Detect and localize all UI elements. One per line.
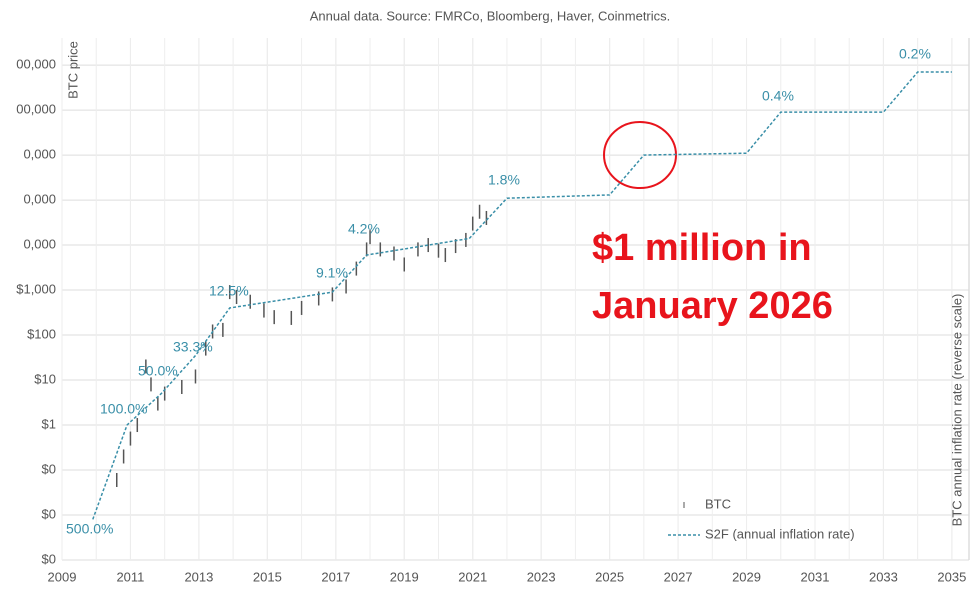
legend-label: BTC xyxy=(705,496,731,511)
x-tick-label: 2015 xyxy=(253,569,282,584)
y-tick-label: $1,000 xyxy=(16,281,56,296)
y-tick-label: 0,000 xyxy=(23,236,56,251)
x-tick-label: 2025 xyxy=(595,569,624,584)
y-tick-label: 00,000 xyxy=(16,57,56,72)
y-axis-label: BTC price xyxy=(65,41,80,99)
x-tick-label: 2013 xyxy=(184,569,213,584)
inflation-label: 1.8% xyxy=(488,172,520,188)
x-tick-label: 2029 xyxy=(732,569,761,584)
y-tick-label: $10 xyxy=(34,371,56,386)
inflation-label: 50.0% xyxy=(138,363,178,379)
x-tick-label: 2033 xyxy=(869,569,898,584)
chart-title: Annual data. Source: FMRCo, Bloomberg, H… xyxy=(310,8,671,23)
x-tick-label: 2009 xyxy=(48,569,77,584)
inflation-label: 500.0% xyxy=(66,521,113,537)
x-tick-label: 2019 xyxy=(390,569,419,584)
y-tick-label: $0 xyxy=(42,551,56,566)
y-tick-label: 0,000 xyxy=(23,192,56,207)
y2-axis-label: BTC annual inflation rate (reverse scale… xyxy=(949,294,964,527)
inflation-label: 0.4% xyxy=(762,88,794,104)
x-tick-label: 2027 xyxy=(664,569,693,584)
y-tick-label: $1 xyxy=(42,416,56,431)
x-tick-label: 2023 xyxy=(527,569,556,584)
callout-line: $1 million in xyxy=(592,227,812,269)
inflation-label: 0.2% xyxy=(899,46,931,62)
y-tick-label: $100 xyxy=(27,326,56,341)
y-tick-label: $0 xyxy=(42,461,56,476)
x-tick-label: 2035 xyxy=(937,569,966,584)
legend-label: S2F (annual inflation rate) xyxy=(705,526,855,541)
x-tick-label: 2011 xyxy=(116,569,144,584)
x-tick-label: 2017 xyxy=(321,569,350,584)
y-tick-label: 00,000 xyxy=(16,102,56,117)
x-tick-label: 2021 xyxy=(458,569,487,584)
callout-line: January 2026 xyxy=(592,285,833,327)
s2f-line xyxy=(92,71,952,520)
inflation-label: 9.1% xyxy=(316,265,348,281)
inflation-label: 100.0% xyxy=(100,401,147,417)
inflation-label: 12.5% xyxy=(209,283,249,299)
x-tick-label: 2031 xyxy=(801,569,830,584)
inflation-label: 33.3% xyxy=(173,339,213,355)
y-tick-label: 0,000 xyxy=(23,147,56,162)
y-tick-label: $0 xyxy=(42,506,56,521)
inflation-label: 4.2% xyxy=(348,221,380,237)
